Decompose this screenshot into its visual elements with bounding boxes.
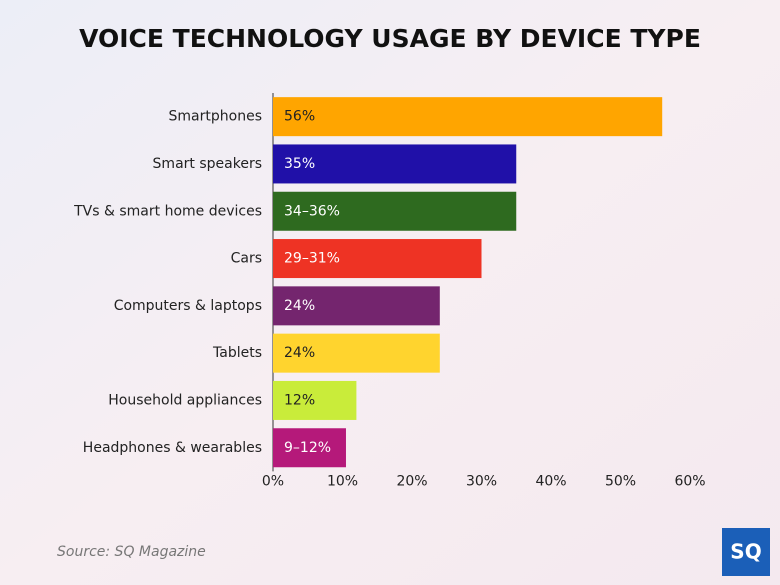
y-tick-label: TVs & smart home devices	[73, 203, 262, 219]
logo-box	[722, 528, 770, 576]
x-tick-label: 40%	[535, 473, 566, 489]
y-tick-label: Smart speakers	[153, 156, 262, 172]
y-tick-label: Household appliances	[108, 392, 262, 408]
bar	[273, 380, 357, 420]
logo: SQ	[730, 540, 761, 564]
bar	[273, 144, 517, 184]
x-tick-label: 30%	[466, 473, 497, 489]
value-label: 24%	[284, 345, 315, 361]
x-tick-label: 50%	[605, 473, 636, 489]
bar	[273, 428, 346, 468]
x-tick-label: 0%	[262, 473, 284, 489]
value-label: 35%	[284, 156, 315, 172]
bar	[273, 191, 517, 231]
y-tick-label: Cars	[231, 251, 262, 267]
x-tick-label: 20%	[396, 473, 427, 489]
y-tick-label: Headphones & wearables	[83, 440, 262, 456]
y-tick-label: Tablets	[212, 345, 262, 361]
x-tick-label: 10%	[327, 473, 358, 489]
y-tick-label: Computers & laptops	[114, 298, 262, 314]
source: Source: SQ Magazine	[57, 544, 206, 560]
value-label: 56%	[284, 109, 315, 125]
value-label: 29–31%	[284, 251, 340, 267]
value-label: 12%	[284, 392, 315, 408]
chart-title: VOICE TECHNOLOGY USAGE BY DEVICE TYPE	[79, 24, 701, 53]
bar	[273, 239, 482, 279]
bar	[273, 333, 440, 373]
x-tick-label: 60%	[674, 473, 705, 489]
value-label: 34–36%	[284, 203, 340, 219]
value-label: 9–12%	[284, 440, 331, 456]
bar	[273, 97, 663, 137]
y-tick-label: Smartphones	[169, 109, 262, 125]
value-label: 24%	[284, 298, 315, 314]
bar	[273, 286, 440, 326]
